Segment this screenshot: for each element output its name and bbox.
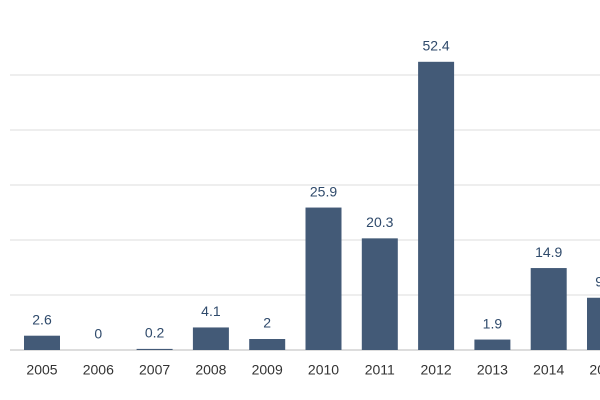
x-tick-label: 2011 [365,362,395,378]
x-tick-label: 2006 [83,362,114,378]
value-label: 9.5 [595,273,600,289]
x-tick-label: 2008 [195,362,226,378]
x-tick-label: 2012 [421,362,452,378]
value-label: 0.2 [145,325,165,341]
value-label: 4.1 [201,303,221,319]
x-tick-label: 2014 [533,362,564,378]
x-tick-label: 2013 [477,362,508,378]
bar [474,339,511,350]
bar [192,327,229,350]
x-tick-label: 2005 [26,362,57,378]
x-tick-label: 2007 [139,362,170,378]
bar [361,238,398,350]
value-label: 52.4 [422,38,449,54]
x-tick-label: 2009 [252,362,283,378]
value-label: 1.9 [483,315,503,331]
bar [24,335,60,350]
value-label: 0 [94,326,102,342]
value-label: 2.6 [32,311,52,327]
value-label: 14.9 [535,244,562,260]
value-label: 20.3 [366,214,393,230]
value-label: 2 [263,315,271,331]
bar [587,297,600,350]
bar [530,268,567,350]
bar [249,339,286,350]
x-tick-label: 2010 [308,362,339,378]
x-tick-label: 2015 [589,362,600,378]
bar [418,61,455,351]
bar [136,348,173,350]
value-label: 25.9 [310,183,337,199]
bar [305,207,342,350]
